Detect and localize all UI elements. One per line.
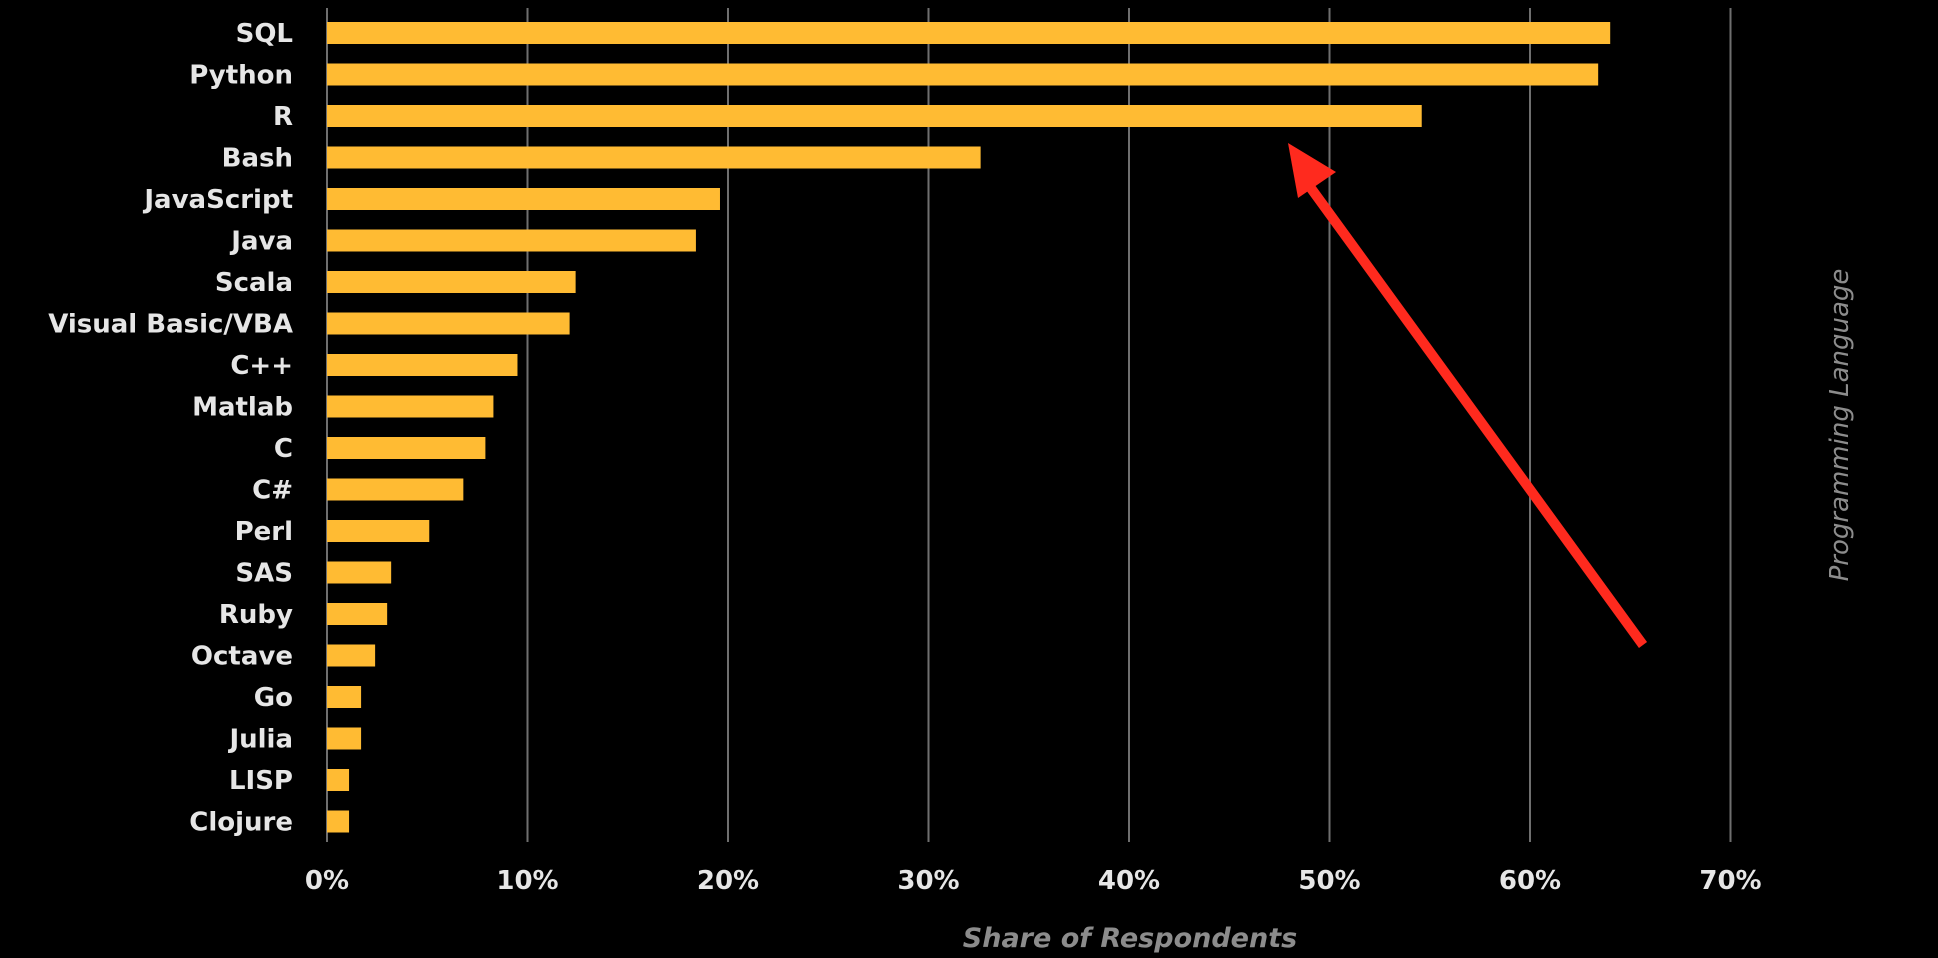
bar-julia — [327, 727, 362, 750]
category-label: C++ — [230, 351, 293, 381]
x-tick-labels: 0% 10% 20% 30% 40% 50% 60% 70% — [305, 866, 1762, 896]
x-tick-label: 40% — [1098, 866, 1160, 896]
bar-octave — [327, 644, 376, 667]
x-tick-label: 50% — [1298, 866, 1360, 896]
bar-sql — [327, 22, 1611, 44]
bar-sas — [327, 561, 392, 584]
x-tick-label: 20% — [697, 866, 759, 896]
bar-javascript — [327, 188, 720, 210]
arrow-head — [1288, 143, 1336, 198]
category-label: Bash — [222, 144, 293, 174]
bar-lisp — [327, 769, 350, 791]
arrow-shaft — [1300, 177, 1648, 648]
category-label: Matlab — [192, 393, 293, 423]
bar-r — [327, 105, 1422, 127]
gridlines — [326, 8, 1732, 842]
y-axis-title: Programming Language — [1825, 269, 1855, 582]
category-label: Julia — [227, 725, 293, 755]
bar-visual-basic-vba — [327, 312, 570, 335]
category-label: Python — [189, 61, 293, 91]
bar-clojure — [327, 810, 350, 833]
bar-ruby — [327, 603, 388, 625]
category-label: C — [274, 434, 293, 464]
bar-bash — [327, 146, 981, 169]
bar-c- — [327, 478, 464, 501]
bar-perl — [327, 520, 430, 542]
category-label: R — [273, 102, 293, 132]
category-label: Perl — [235, 517, 293, 547]
category-label: Scala — [215, 268, 293, 298]
category-label: Clojure — [189, 808, 293, 838]
category-label: Octave — [191, 642, 293, 672]
bar-go — [327, 686, 362, 708]
bar-python — [327, 63, 1599, 86]
x-axis-title: Share of Respondents — [963, 923, 1297, 954]
bar-scala — [327, 271, 576, 293]
bar-java — [327, 229, 696, 252]
bar-matlab — [327, 395, 494, 418]
category-label: Java — [229, 227, 293, 257]
x-tick-label: 0% — [305, 866, 349, 896]
category-label: SQL — [236, 19, 293, 49]
x-tick-label: 30% — [897, 866, 959, 896]
category-label: Ruby — [219, 600, 293, 630]
x-tick-label: 70% — [1699, 866, 1761, 896]
category-label: Go — [254, 683, 293, 713]
x-tick-label: 10% — [496, 866, 558, 896]
category-label: JavaScript — [142, 185, 293, 215]
annotation-arrow — [1288, 143, 1648, 648]
category-label: C# — [252, 476, 293, 506]
category-label: Visual Basic/VBA — [48, 310, 293, 340]
bar-c- — [327, 354, 518, 376]
category-label: SAS — [235, 559, 293, 589]
x-tick-label: 60% — [1499, 866, 1561, 896]
category-labels: SQL Python R Bash JavaScript Java Scala Visual … — [48, 19, 293, 838]
bars — [327, 22, 1611, 833]
bar-c — [327, 437, 486, 459]
category-label: LISP — [229, 766, 293, 796]
